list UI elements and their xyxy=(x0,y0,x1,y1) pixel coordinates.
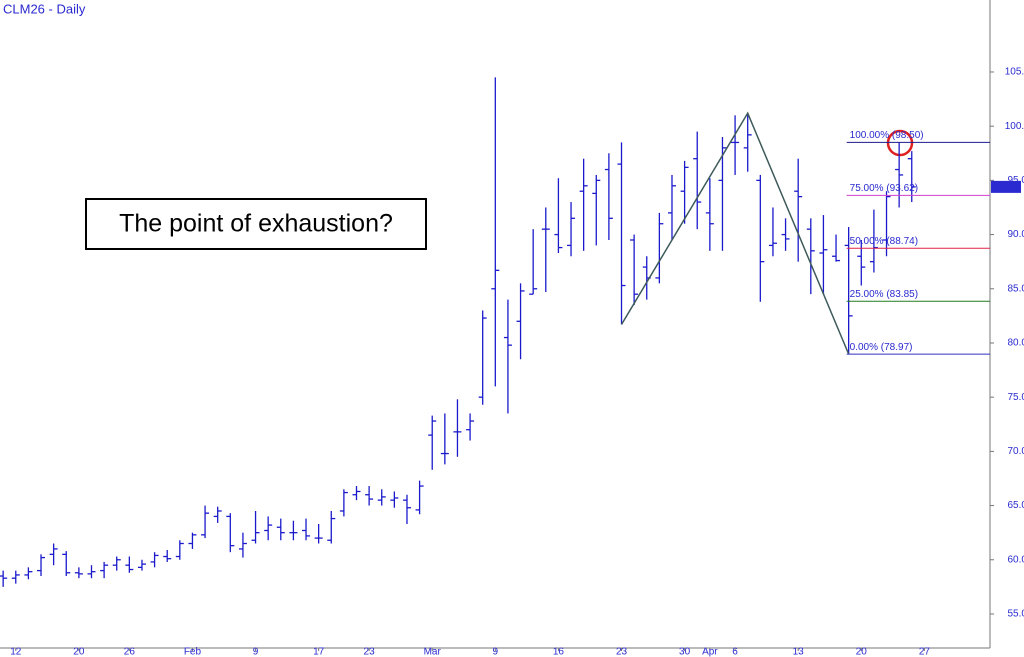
x-tick-label: 27 xyxy=(919,647,931,657)
highlight-circle xyxy=(886,129,914,157)
fib-label: 0.00% (78.97) xyxy=(850,342,913,353)
x-tick-label: 23 xyxy=(364,647,376,657)
y-tick-label: 60.00 xyxy=(1007,554,1024,565)
y-tick-label: 75.00 xyxy=(1007,392,1024,403)
fib-label: 100.00% (98.50) xyxy=(850,130,924,141)
y-tick-label: 65.00 xyxy=(1007,500,1024,511)
x-tick-label: 9 xyxy=(253,647,259,657)
x-tick-label: 16 xyxy=(553,647,565,657)
x-tick-label: 26 xyxy=(124,647,136,657)
last-price-label: 94.40 xyxy=(993,182,1018,193)
annotation: The point of exhaustion? xyxy=(119,210,393,238)
y-tick-label: 85.00 xyxy=(1007,283,1024,294)
x-tick-label: Mar xyxy=(424,647,442,657)
x-tick-label: 30 xyxy=(679,647,691,657)
x-tick-label: 17 xyxy=(313,647,325,657)
annotation-box xyxy=(85,198,427,250)
x-tick-label: 6 xyxy=(732,647,738,657)
y-tick-label: 105.00 xyxy=(1005,67,1024,78)
fib-label: 25.00% (83.85) xyxy=(850,289,918,300)
x-tick-label: 23 xyxy=(616,647,628,657)
fib-label: 75.00% (93.62) xyxy=(850,183,918,194)
x-tick-label: 12 xyxy=(10,647,22,657)
y-tick-label: 70.00 xyxy=(1007,446,1024,457)
x-tick-label: Feb xyxy=(184,647,202,657)
x-tick-label: 9 xyxy=(493,647,499,657)
last-price-box xyxy=(991,180,1021,193)
y-tick-label: 55.00 xyxy=(1007,609,1024,620)
y-tick-label: 95.00 xyxy=(1007,175,1024,186)
y-tick-label: 80.00 xyxy=(1007,338,1024,349)
x-tick-label: 13 xyxy=(793,647,805,657)
y-tick-label: 90.00 xyxy=(1007,229,1024,240)
x-tick-label: Apr xyxy=(702,647,718,657)
fib-label: 50.00% (88.74) xyxy=(850,236,918,247)
zigzag xyxy=(620,111,850,355)
y-tick-label: 100.00 xyxy=(1005,121,1024,132)
x-tick-label: 20 xyxy=(73,647,85,657)
chart-title: CLM26 - Daily xyxy=(3,1,86,16)
x-tick-label: 20 xyxy=(856,647,868,657)
